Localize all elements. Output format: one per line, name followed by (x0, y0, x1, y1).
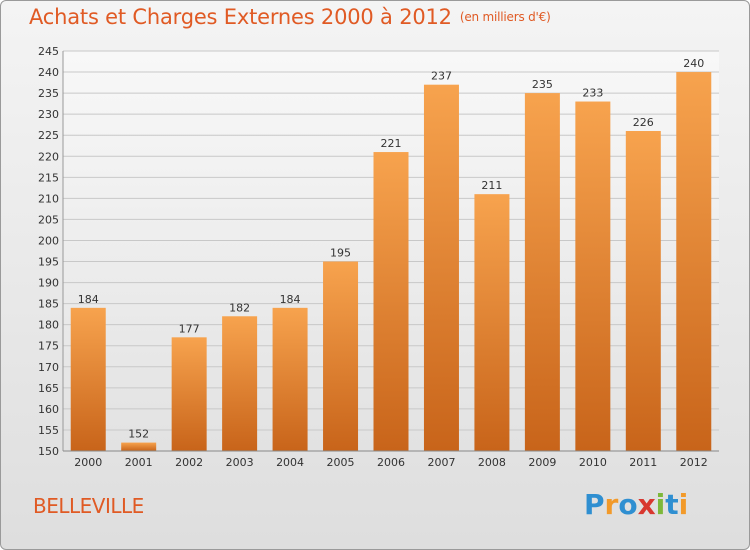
bar-2005 (323, 261, 359, 451)
data-label: 195 (330, 247, 351, 260)
y-tick-label: 225 (38, 129, 59, 142)
y-tick-label: 190 (38, 277, 59, 290)
bar-2001 (121, 442, 157, 451)
bar-2012 (676, 72, 712, 451)
bar-2011 (625, 131, 661, 451)
commune-name: BELLEVILLE (33, 494, 144, 518)
data-label: 237 (431, 70, 452, 83)
bar-2010 (575, 101, 611, 452)
data-label: 235 (532, 78, 553, 91)
chart-subtitle: (en milliers d'€) (459, 10, 551, 24)
data-label: 226 (633, 116, 654, 129)
x-tick-label: 2000 (74, 456, 102, 469)
x-tick-label: 2006 (377, 456, 405, 469)
y-tick-label: 230 (38, 108, 59, 121)
x-tick-label: 2004 (276, 456, 304, 469)
y-tick-label: 175 (38, 340, 59, 353)
y-tick-label: 205 (38, 213, 59, 226)
x-tick-label: 2005 (327, 456, 355, 469)
y-tick-label: 215 (38, 171, 59, 184)
x-tick-label: 2009 (528, 456, 556, 469)
bar-2008 (474, 194, 510, 451)
bar-2007 (423, 84, 459, 452)
logo-letter: r (604, 488, 619, 521)
y-tick-label: 180 (38, 319, 59, 332)
y-tick-label: 240 (38, 66, 59, 79)
y-tick-label: 220 (38, 150, 59, 163)
bars (70, 72, 712, 452)
data-label: 184 (78, 293, 99, 306)
data-label: 221 (381, 137, 402, 150)
y-tick-label: 245 (38, 45, 59, 58)
y-tick-label: 210 (38, 192, 59, 205)
bar-2003 (222, 316, 258, 451)
y-tick-label: 185 (38, 298, 59, 311)
logo-letter: i (678, 488, 689, 521)
x-axis-ticks: 2000 2001 2002 2003 2004 2005 2006 2007 2008 2009… (63, 450, 719, 469)
data-label: 240 (683, 57, 704, 70)
bar-2000 (70, 307, 106, 451)
data-label: 182 (229, 301, 250, 314)
bar-2002 (171, 337, 207, 451)
bar-2006 (373, 152, 409, 452)
y-tick-label: 155 (38, 424, 59, 437)
y-tick-label: 195 (38, 256, 59, 269)
y-tick-label: 235 (38, 87, 59, 100)
logo-letter: i (655, 488, 666, 521)
logo-letter: x (637, 488, 656, 521)
logo-letter: t (665, 488, 679, 521)
y-tick-label: 170 (38, 361, 59, 374)
x-tick-label: 2012 (680, 456, 708, 469)
data-label: 211 (481, 179, 502, 192)
x-tick-label: 2008 (478, 456, 506, 469)
data-label: 177 (179, 322, 200, 335)
title-text: Achats et Charges Externes 2000 à 2012 (29, 5, 452, 29)
data-label: 152 (128, 428, 149, 441)
data-labels: 184 152 177 182 184 195 221 237 211 235 233 226 240 (78, 57, 705, 441)
x-tick-label: 2003 (226, 456, 254, 469)
data-label: 184 (280, 293, 301, 306)
chart-title: Achats et Charges Externes 2000 à 2012 (e… (29, 5, 551, 29)
x-tick-label: 2010 (579, 456, 607, 469)
x-tick-label: 2001 (125, 456, 153, 469)
logo-letter: o (618, 488, 638, 521)
y-axis-ticks: 150 155 160 165 170 175 180 185 190 195 200 205 210 2… (38, 45, 59, 458)
bar-2004 (272, 307, 308, 451)
y-tick-label: 200 (38, 234, 59, 247)
x-tick-label: 2007 (427, 456, 455, 469)
y-tick-label: 160 (38, 403, 59, 416)
data-label: 233 (582, 87, 603, 100)
logo-letter: P (584, 488, 605, 521)
y-tick-label: 165 (38, 382, 59, 395)
y-tick-label: 150 (38, 445, 59, 458)
bar-2009 (524, 93, 560, 452)
x-tick-label: 2011 (629, 456, 657, 469)
x-tick-label: 2002 (175, 456, 203, 469)
proxiti-logo[interactable]: Proxiti (584, 488, 688, 521)
